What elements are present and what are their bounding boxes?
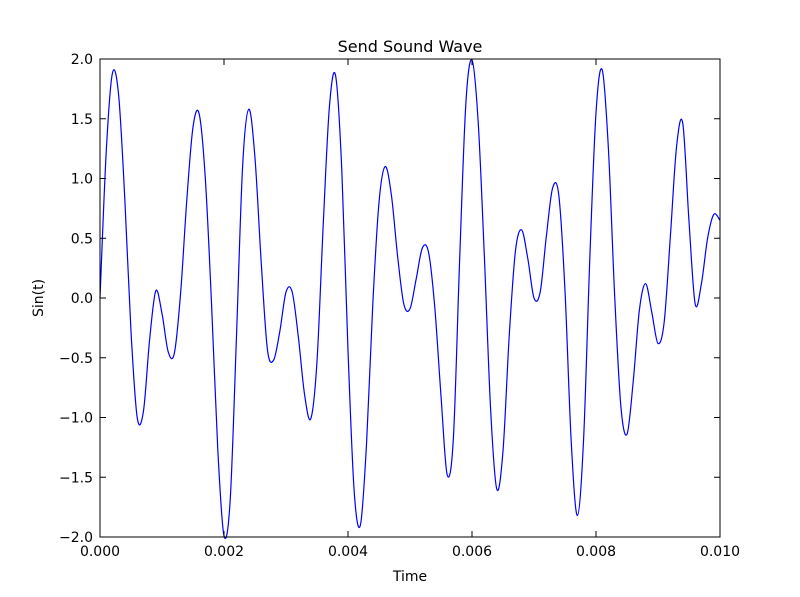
plot-area — [100, 59, 720, 537]
y-tick-label-2: −1.0 — [59, 411, 93, 427]
series-line-0 — [99, 59, 721, 539]
x-tick-label-1: 0.002 — [204, 544, 244, 560]
x-axis-ticks: 0.000 0.002 0.004 0.006 0.008 0.010 — [80, 59, 740, 560]
x-axis-label: Time — [392, 569, 427, 585]
x-tick-label-3: 0.006 — [452, 544, 492, 560]
y-axis-label: Sin(t) — [31, 279, 47, 317]
y-tick-label-8: 2.0 — [71, 52, 93, 68]
y-tick-label-1: −1.5 — [59, 470, 93, 486]
chart-title: Send Sound Wave — [338, 37, 483, 56]
x-tick-label-0: 0.000 — [80, 544, 120, 560]
y-tick-label-5: 0.5 — [71, 231, 93, 247]
y-tick-label-3: −0.5 — [59, 351, 93, 367]
x-tick-label-2: 0.004 — [328, 544, 368, 560]
series-layer — [99, 59, 721, 539]
y-tick-label-6: 1.0 — [71, 172, 93, 188]
y-tick-label-0: −2.0 — [59, 530, 93, 546]
x-tick-label-5: 0.010 — [700, 544, 740, 560]
y-tick-label-4: 0.0 — [71, 291, 93, 307]
x-tick-label-4: 0.008 — [576, 544, 616, 560]
y-tick-label-7: 1.5 — [71, 112, 93, 128]
y-axis-ticks: −2.0 −1.5 −1.0 −0.5 0.0 0.5 1.0 1.5 2.0 — [59, 52, 720, 546]
